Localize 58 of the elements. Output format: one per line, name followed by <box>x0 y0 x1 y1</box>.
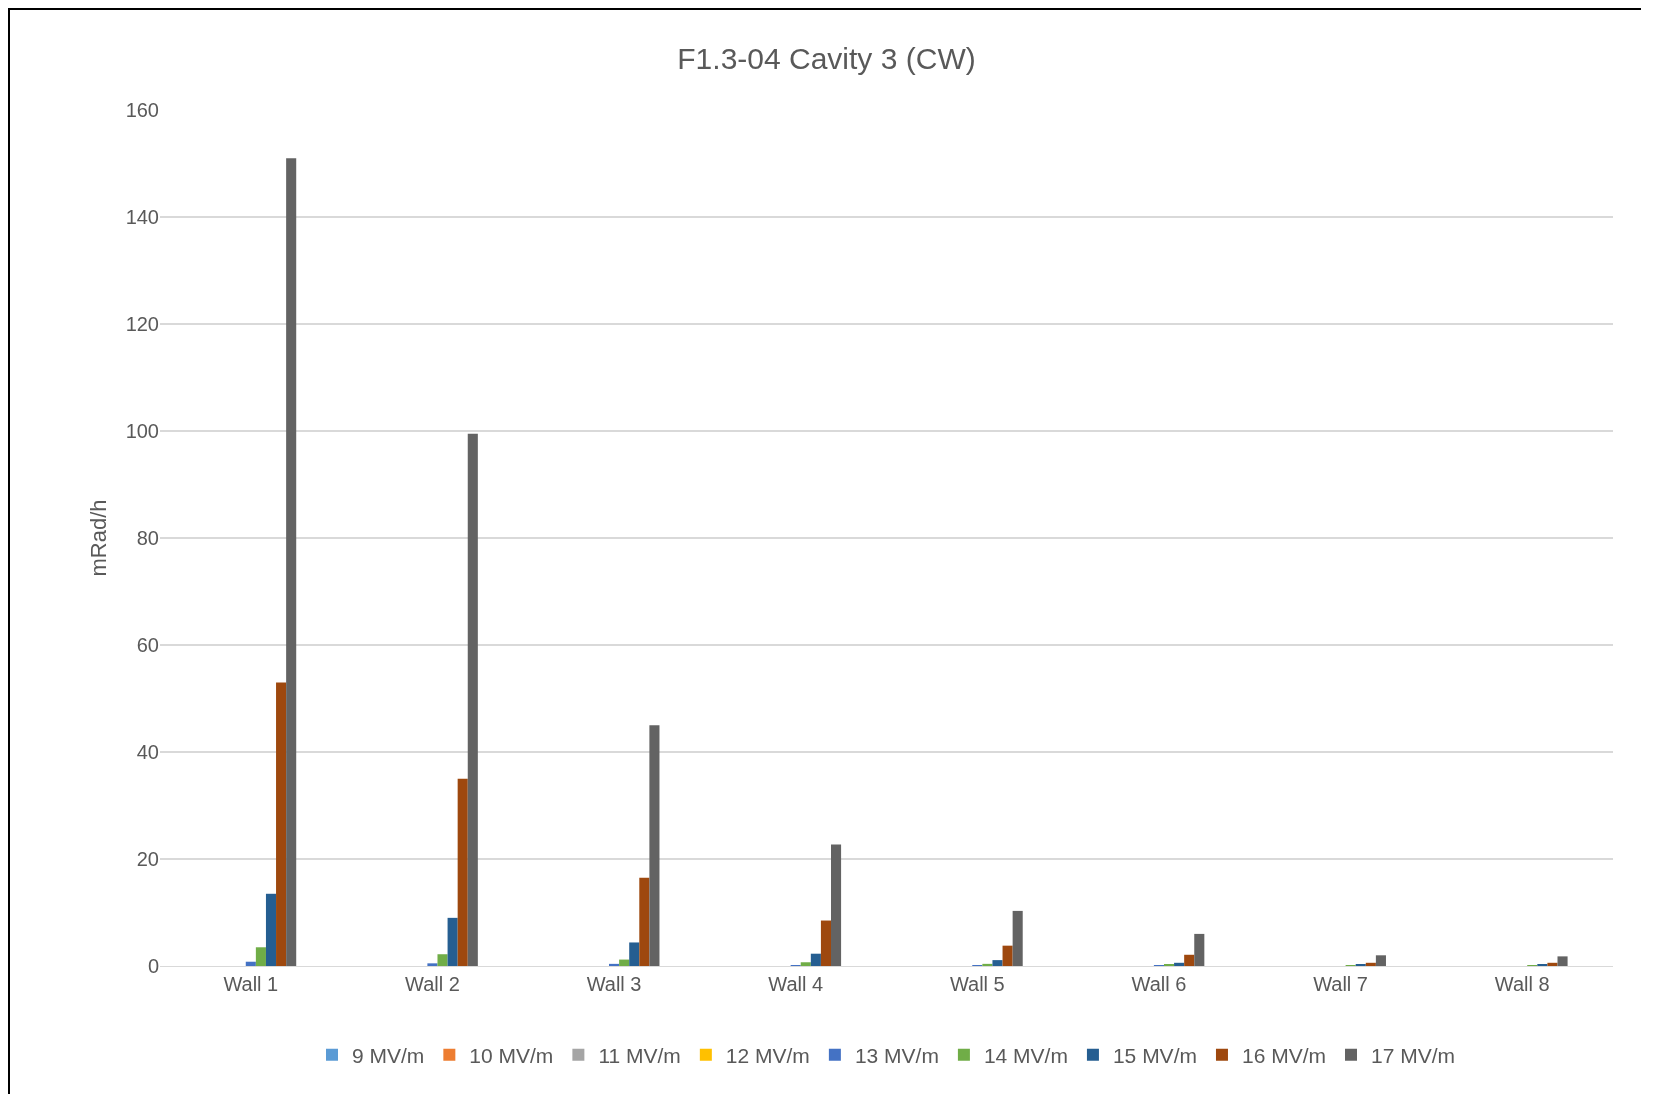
bar <box>649 725 660 966</box>
bar <box>800 962 811 966</box>
bar <box>1184 954 1195 966</box>
legend-label: 10 MV/m <box>469 1043 554 1067</box>
bar <box>286 158 297 966</box>
y-tick-label: 0 <box>147 955 159 977</box>
y-tick-label: 60 <box>136 634 159 656</box>
bar <box>1365 962 1376 966</box>
bar <box>467 433 478 966</box>
bar <box>982 963 993 966</box>
bar <box>831 844 842 966</box>
legend-label: 14 MV/m <box>983 1043 1068 1067</box>
bar <box>629 942 640 966</box>
y-tick-label: 120 <box>125 313 159 335</box>
x-tick-label: Wall 4 <box>768 973 824 995</box>
bar <box>265 893 277 966</box>
x-tick-label: Wall 8 <box>1494 973 1550 995</box>
bar <box>1002 945 1013 966</box>
bar <box>619 959 630 966</box>
x-tick-label: Wall 7 <box>1313 973 1368 995</box>
x-tick-label: Wall 5 <box>949 973 1005 995</box>
legend-label: 17 MV/m <box>1371 1043 1456 1067</box>
bar <box>245 961 256 966</box>
legend-label: 16 MV/m <box>1241 1043 1326 1067</box>
y-tick-label: 40 <box>136 741 159 763</box>
bar <box>992 960 1003 966</box>
legend-label: 13 MV/m <box>854 1043 939 1067</box>
y-tick-label: 20 <box>136 848 159 870</box>
y-tick-label: 100 <box>125 420 159 442</box>
bar <box>1547 962 1558 966</box>
bar <box>639 877 650 966</box>
x-tick-label: Wall 6 <box>1131 973 1187 995</box>
bar <box>427 963 438 966</box>
bar <box>1375 955 1386 966</box>
x-tick-label: Wall 2 <box>405 973 460 995</box>
x-tick-label: Wall 3 <box>586 973 642 995</box>
legend-label: 12 MV/m <box>725 1043 810 1067</box>
bar <box>447 917 458 966</box>
bar <box>609 963 620 966</box>
y-tick-label: 80 <box>136 527 159 549</box>
bar <box>1174 962 1185 966</box>
legend-label: 9 MV/m <box>352 1043 425 1067</box>
legend-label: 11 MV/m <box>598 1043 681 1067</box>
bar <box>1194 933 1205 966</box>
bar <box>810 953 821 966</box>
bar <box>1012 910 1023 966</box>
bar <box>276 682 287 966</box>
chart-title: F1.3-04 Cavity 3 (CW) <box>677 42 976 76</box>
x-tick-label: Wall 1 <box>223 973 279 995</box>
y-tick-label: 160 <box>125 99 159 121</box>
bar <box>255 947 266 966</box>
bar <box>1557 956 1568 966</box>
bar <box>437 954 448 966</box>
y-tick-label: 140 <box>125 206 159 228</box>
bar <box>820 920 831 966</box>
y-axis-title: mRad/h <box>86 499 111 577</box>
legend-label: 15 MV/m <box>1112 1043 1197 1067</box>
bar <box>457 778 468 966</box>
